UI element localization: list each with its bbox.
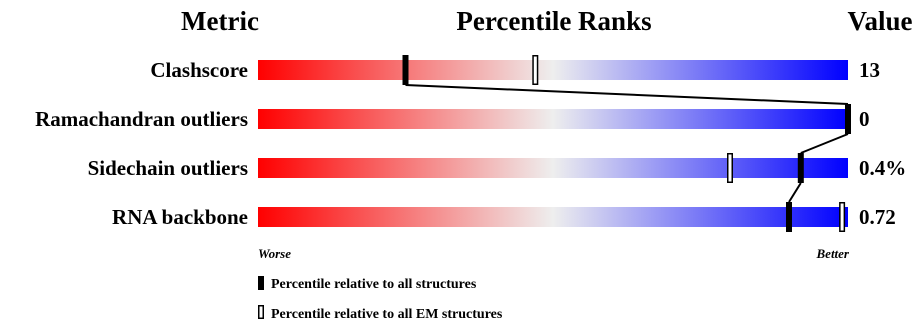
- percentile-bar: [258, 207, 848, 227]
- legend: Percentile relative to all structures Pe…: [258, 276, 503, 320]
- em-structures-marker: [839, 202, 846, 232]
- value-header: Value: [847, 6, 912, 36]
- em-structures-marker: [532, 55, 539, 85]
- metric-label: Clashscore: [150, 58, 248, 82]
- metric-label: Sidechain outliers: [88, 156, 248, 180]
- all-structures-marker: [402, 55, 409, 85]
- metric-header: Metric: [181, 6, 259, 36]
- metric-value: 0.72: [859, 205, 896, 229]
- metric-rows: Clashscore 13 Ramachandran outliers 0 Sidech…: [35, 58, 906, 229]
- legend-em-structures-label: Percentile relative to all EM structures: [271, 307, 503, 320]
- metric-value: 0: [859, 107, 870, 131]
- better-label: Better: [816, 246, 850, 261]
- metric-label: RNA backbone: [112, 205, 248, 229]
- legend-open-marker: [258, 305, 264, 319]
- percentile-bar: [258, 109, 848, 129]
- em-structures-marker: [727, 153, 733, 183]
- percentile-bar: [258, 60, 848, 80]
- metric-value: 13: [859, 58, 880, 82]
- percentile-markers: [402, 55, 851, 232]
- worse-label: Worse: [258, 246, 291, 261]
- ranks-header: Percentile Ranks: [456, 6, 651, 36]
- metric-value: 0.4%: [859, 156, 906, 180]
- percentile-bar: [258, 158, 848, 178]
- all-structures-marker: [797, 153, 804, 183]
- all-structures-connector: [405, 84, 849, 203]
- all-structures-marker: [845, 104, 851, 134]
- legend-all-structures-label: Percentile relative to all structures: [271, 277, 477, 292]
- legend-filled-marker: [258, 276, 264, 290]
- metric-label: Ramachandran outliers: [35, 107, 248, 131]
- all-structures-marker: [786, 202, 792, 232]
